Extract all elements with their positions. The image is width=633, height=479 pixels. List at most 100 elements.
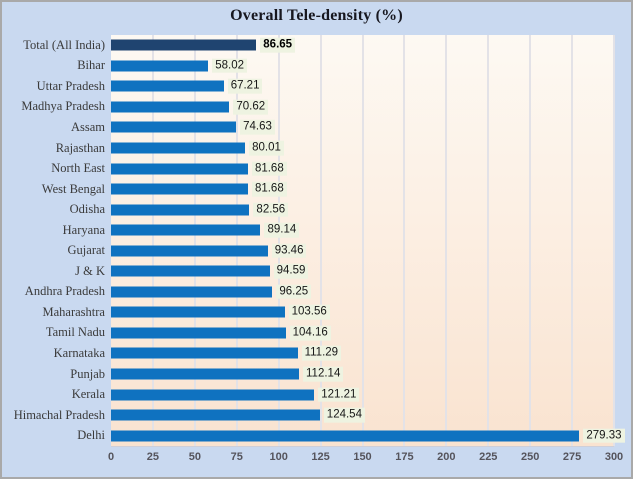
bar-row: Punjab 112.14: [6, 364, 614, 385]
bar-track: 67.21: [111, 76, 614, 97]
x-tick-label: 250: [520, 451, 540, 463]
value-label: 124.54: [323, 407, 365, 423]
value-label: 82.56: [253, 202, 289, 217]
bar: [111, 101, 230, 113]
bar: [111, 265, 270, 277]
value-label: 70.62: [233, 99, 269, 115]
category-label: Odisha: [69, 202, 105, 217]
x-tick-label: 150: [353, 451, 372, 463]
category-label: Maharashtra: [42, 304, 105, 319]
x-tick-label: 75: [230, 451, 243, 463]
category-label: Assam: [70, 119, 105, 134]
bar: [111, 80, 224, 92]
value-label: 58.02: [212, 58, 248, 74]
bar-row: Odisha 82.56: [6, 199, 614, 220]
bar-row: Bihar 58.02: [6, 56, 614, 77]
category-label: Gujarat: [67, 243, 105, 258]
bar: [111, 163, 248, 175]
bar-row: Madhya Pradesh 70.62: [6, 97, 614, 118]
value-label: 279.33: [583, 428, 625, 443]
x-tick-label: 100: [269, 451, 288, 463]
bar-row: Karnataka 111.29: [6, 343, 614, 364]
bar-track: 70.62: [111, 97, 614, 118]
bar-row: Gujarat 93.46: [6, 240, 614, 261]
bar: [111, 121, 237, 133]
bar: [111, 183, 248, 195]
bar-track: 111.29: [111, 343, 614, 364]
gridline: [361, 35, 364, 446]
bar-track: 81.68: [111, 179, 614, 200]
x-tick-label: 125: [311, 451, 330, 463]
bar-row: Maharashtra 103.56: [6, 302, 614, 323]
x-tick-label: 175: [395, 451, 414, 463]
value-label: 81.68: [251, 161, 287, 176]
bar-row: Delhi 279.33: [6, 425, 625, 446]
bar-row: Total (All India) 86.65: [6, 35, 614, 56]
category-label: North East: [51, 161, 105, 176]
gridline: [487, 35, 490, 446]
bar-track: 82.56: [111, 199, 614, 220]
x-tick-label: 0: [107, 451, 115, 463]
bar-track: 94.59: [111, 261, 614, 282]
value-label: 112.14: [303, 366, 344, 382]
chart-title: Overall Tele-density (%): [230, 7, 403, 24]
x-tick-label: 225: [479, 451, 498, 463]
bar-track: 96.25: [111, 282, 614, 303]
bar-track: 93.46: [111, 240, 614, 261]
gridline: [613, 35, 615, 446]
bar-track: 104.16: [111, 323, 614, 344]
bar: [111, 347, 298, 359]
category-label: Total (All India): [23, 37, 105, 52]
bar-row: North East 81.68: [6, 158, 614, 179]
bar-row: Rajasthan 80.01: [6, 138, 614, 159]
x-tick-label: 275: [562, 451, 582, 463]
category-label: Uttar Pradesh: [36, 78, 105, 93]
value-label: 89.14: [264, 222, 300, 238]
bar: [111, 409, 320, 421]
bar-row: Himachal Pradesh 124.54: [6, 405, 614, 426]
bar: [111, 286, 273, 298]
bar-row: West Bengal 81.68: [6, 179, 614, 200]
bar-track: 81.68: [111, 158, 614, 179]
bar-track: 121.21: [111, 384, 614, 405]
category-label: Karnataka: [53, 345, 105, 360]
bar: [111, 306, 285, 318]
bar: [111, 368, 300, 380]
bar-row: Kerala 121.21: [6, 384, 614, 405]
category-label: Bihar: [77, 58, 105, 73]
category-label: Rajasthan: [55, 140, 105, 155]
gridline: [319, 35, 322, 446]
category-label: West Bengal: [41, 181, 105, 196]
bar-track: 124.54: [111, 405, 614, 426]
value-label: 81.68: [251, 181, 287, 197]
bar-track: 74.63: [111, 117, 614, 138]
bar-track: 279.33: [111, 425, 625, 446]
bar-track: 58.02: [111, 56, 614, 77]
value-label: 94.59: [273, 263, 309, 279]
value-label: 103.56: [288, 305, 330, 320]
bar: [111, 327, 286, 339]
value-label: 67.21: [227, 79, 263, 94]
category-label: Delhi: [77, 428, 105, 443]
value-label: 96.25: [276, 284, 312, 300]
x-tick-label: 25: [146, 451, 160, 463]
category-label: Himachal Pradesh: [13, 407, 105, 422]
bar-row: Haryana 89.14: [6, 220, 614, 241]
bar: [111, 204, 250, 216]
value-label: 86.65: [260, 37, 296, 53]
value-label: 111.29: [301, 346, 342, 361]
bar: [111, 224, 261, 236]
category-label: Punjab: [70, 366, 105, 381]
bar-track: 89.14: [111, 220, 614, 241]
bar-rows: Total (All India) 86.65 Bihar 58.02 Uttar Pr…: [6, 35, 625, 446]
bar: [111, 430, 580, 442]
value-label: 121.21: [318, 387, 360, 402]
value-label: 80.01: [249, 140, 284, 156]
category-label: Andhra Pradesh: [24, 284, 105, 299]
gridline: [151, 35, 154, 446]
bar-track: 112.14: [111, 364, 614, 385]
bar: [111, 245, 268, 257]
category-label: Kerala: [71, 387, 105, 402]
x-axis: 0 25 50 75 100 125 150 175 200 225 250 275 300: [107, 451, 623, 467]
